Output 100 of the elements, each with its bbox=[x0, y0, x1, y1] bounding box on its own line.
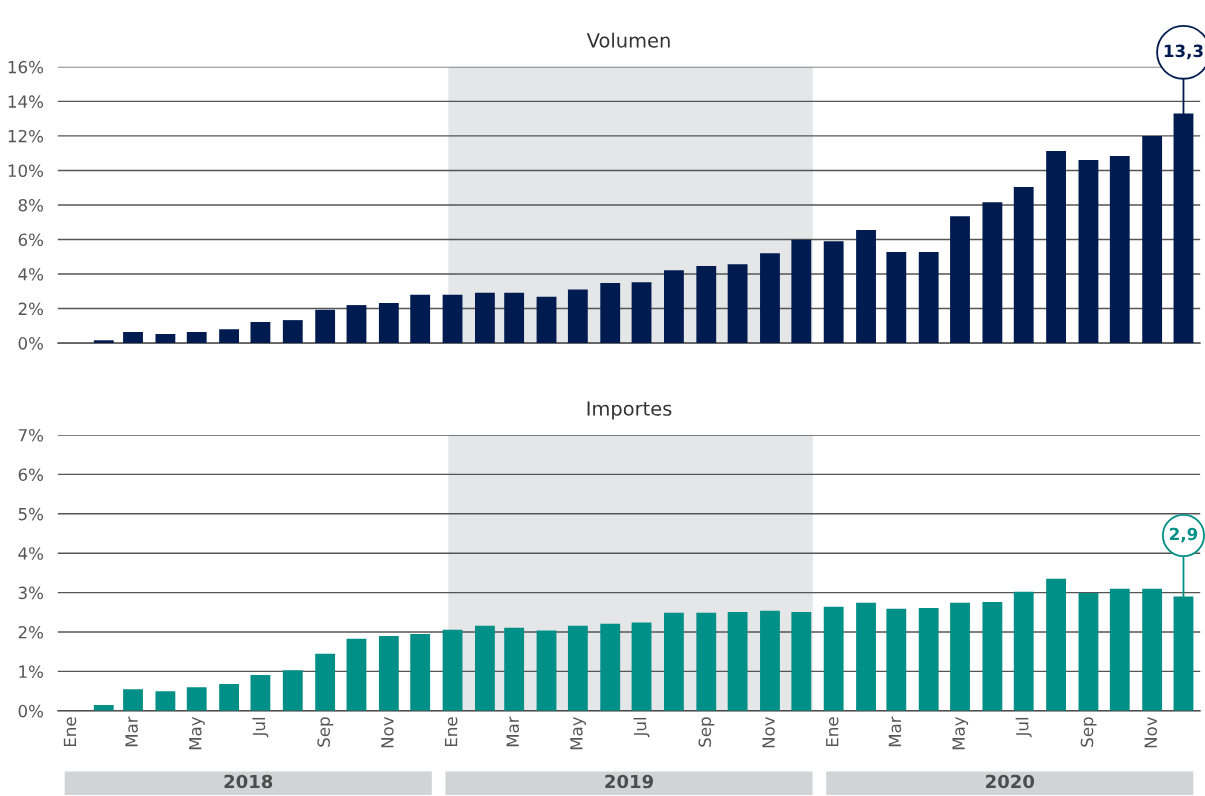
bar bbox=[1013, 187, 1034, 344]
bar bbox=[346, 305, 367, 344]
bar bbox=[186, 332, 207, 344]
bar bbox=[1046, 578, 1066, 711]
bar bbox=[282, 320, 303, 344]
bar bbox=[123, 689, 143, 711]
y-tick-label: 16% bbox=[8, 60, 44, 74]
bar bbox=[982, 602, 1003, 711]
bar bbox=[823, 606, 844, 711]
y-tick-label: 0% bbox=[18, 337, 44, 350]
bar bbox=[474, 292, 495, 344]
bar bbox=[663, 270, 684, 344]
x-tick-label: Ene bbox=[826, 717, 839, 747]
bar bbox=[282, 670, 303, 711]
bar bbox=[886, 608, 907, 711]
y-tick-label: 6% bbox=[18, 233, 44, 247]
x-tick-label: Mar bbox=[506, 716, 519, 747]
y-tick-label: 7% bbox=[18, 428, 44, 442]
y-tick-label: 2% bbox=[18, 625, 44, 639]
y-tick-label: 10% bbox=[8, 164, 44, 178]
x-tick-label: Mar bbox=[888, 716, 902, 747]
bar bbox=[1013, 591, 1034, 711]
bar bbox=[631, 622, 652, 711]
chart-title: Volumen bbox=[586, 32, 670, 48]
bar bbox=[918, 252, 939, 344]
data-label: 13,3 bbox=[1164, 44, 1203, 60]
bar bbox=[760, 253, 780, 344]
bar bbox=[315, 653, 336, 711]
x-tick-label: Jul bbox=[252, 717, 269, 738]
bar bbox=[823, 241, 844, 344]
bar bbox=[1078, 593, 1099, 711]
text: 2018 bbox=[224, 774, 273, 789]
x-tick-label: Sep bbox=[317, 717, 334, 747]
bar bbox=[631, 282, 652, 344]
bar bbox=[567, 625, 588, 711]
y-tick-label: 14% bbox=[8, 95, 44, 108]
bar bbox=[155, 333, 176, 344]
bar bbox=[93, 340, 114, 344]
bar bbox=[856, 230, 876, 344]
bar bbox=[856, 602, 876, 711]
bar bbox=[219, 684, 240, 711]
bar bbox=[1078, 160, 1099, 344]
bar bbox=[536, 296, 557, 344]
bar bbox=[727, 264, 748, 344]
bar bbox=[1109, 588, 1130, 711]
bar bbox=[219, 329, 240, 344]
bar bbox=[442, 629, 463, 711]
y-tick-label: 0% bbox=[18, 704, 44, 718]
y-tick-label: 2% bbox=[18, 302, 44, 316]
x-tick-label: May bbox=[952, 716, 969, 750]
bar bbox=[123, 332, 143, 344]
y-tick-label: 1% bbox=[19, 665, 44, 678]
data-label: 2,9 bbox=[1170, 527, 1198, 543]
bar bbox=[504, 292, 525, 344]
bar bbox=[600, 283, 621, 344]
bar bbox=[315, 309, 336, 344]
bar bbox=[474, 625, 495, 711]
bar bbox=[250, 322, 271, 344]
x-tick-label: May bbox=[570, 716, 586, 750]
x-tick-label: Ene bbox=[444, 717, 458, 747]
y-tick-label: 5% bbox=[18, 507, 44, 521]
bar bbox=[378, 303, 399, 344]
bar bbox=[918, 607, 939, 711]
bar bbox=[378, 635, 399, 711]
text: 2019 bbox=[605, 774, 653, 789]
y-tick-label: 12% bbox=[8, 129, 44, 143]
y-tick-label: 6% bbox=[18, 468, 44, 481]
x-tick-label: Nov bbox=[381, 716, 394, 748]
bar bbox=[696, 266, 717, 344]
bar bbox=[727, 611, 748, 711]
bar bbox=[760, 610, 780, 711]
x-tick-label: May bbox=[189, 716, 205, 750]
x-tick-label: Sep bbox=[1080, 717, 1097, 747]
bar bbox=[346, 638, 367, 711]
bar bbox=[1142, 588, 1163, 711]
bar bbox=[791, 239, 812, 344]
x-tick-label: Mar bbox=[125, 716, 138, 747]
bar bbox=[1046, 151, 1066, 344]
bar bbox=[791, 611, 812, 711]
bar bbox=[663, 612, 684, 711]
y-tick-label: 3% bbox=[18, 586, 44, 600]
chart-title: Importes bbox=[587, 401, 672, 420]
bar bbox=[950, 602, 970, 711]
bar bbox=[155, 691, 176, 711]
bar bbox=[982, 202, 1003, 344]
bar bbox=[696, 612, 717, 711]
y-tick-label: 4% bbox=[18, 547, 44, 560]
x-tick-label: Jul bbox=[1015, 717, 1032, 738]
x-tick-label: Jul bbox=[633, 717, 650, 738]
bar bbox=[567, 289, 588, 344]
bar bbox=[410, 633, 431, 711]
x-tick-label: Ene bbox=[63, 717, 77, 747]
text: 2020 bbox=[986, 774, 1035, 789]
bar bbox=[950, 216, 970, 344]
y-tick-label: 8% bbox=[18, 198, 44, 212]
bar bbox=[504, 627, 525, 711]
bar bbox=[186, 687, 207, 711]
bar bbox=[1142, 135, 1163, 344]
bar bbox=[250, 674, 271, 711]
bar bbox=[1109, 156, 1130, 344]
